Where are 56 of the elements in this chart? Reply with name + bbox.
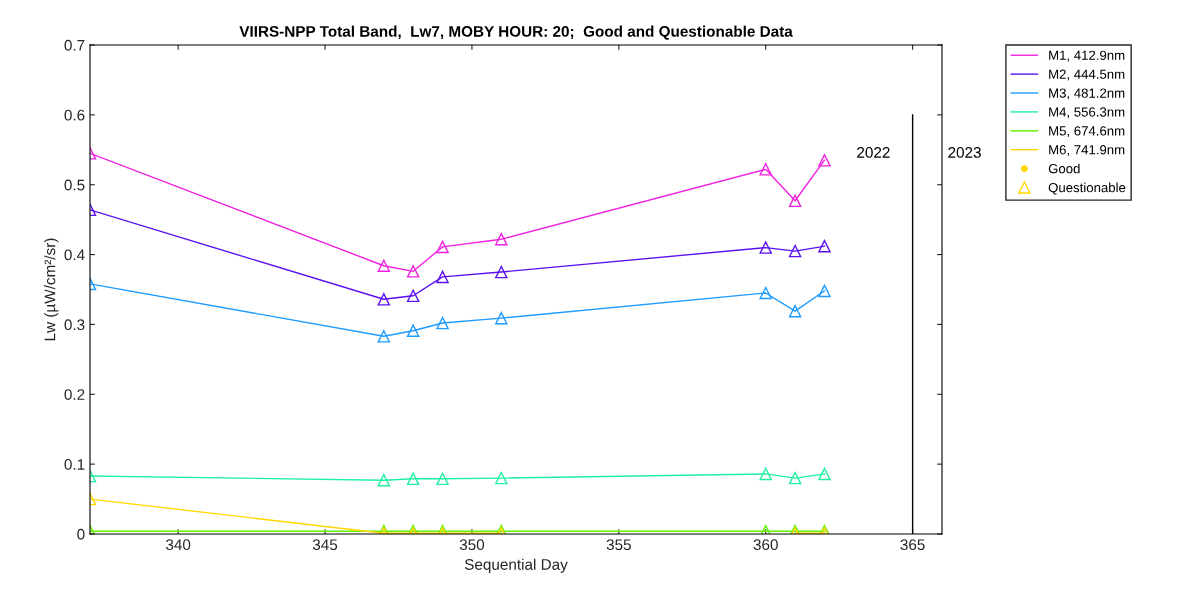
x-tick-label: 360 bbox=[753, 539, 778, 551]
x-axis-title: Sequential Day bbox=[464, 558, 568, 573]
x-tick-label: 355 bbox=[606, 539, 631, 551]
point bbox=[788, 471, 802, 485]
point bbox=[436, 270, 449, 284]
y-tick-label: 0.1 bbox=[64, 459, 85, 470]
legend-label: M1, 412.9nm bbox=[1049, 50, 1125, 62]
y-tick-label: 0 bbox=[77, 528, 85, 540]
point bbox=[495, 265, 508, 279]
x-tick-label: 365 bbox=[900, 539, 925, 551]
x-tick-label: 340 bbox=[165, 539, 191, 551]
x-tick-label: 350 bbox=[459, 539, 485, 551]
y-tick-label: 0.2 bbox=[64, 389, 85, 400]
point bbox=[818, 154, 831, 167]
point bbox=[788, 244, 802, 258]
point bbox=[495, 232, 508, 246]
legend-label: Questionable bbox=[1048, 182, 1126, 195]
legend-label: M4, 556.3nm bbox=[1049, 107, 1125, 119]
point bbox=[406, 324, 420, 337]
y-tick-label: 0.7 bbox=[64, 39, 85, 51]
point bbox=[377, 330, 391, 343]
text: 2023 bbox=[948, 147, 981, 158]
point bbox=[377, 293, 391, 306]
point bbox=[377, 473, 391, 487]
legend-label: M5, 674.6nm bbox=[1049, 126, 1125, 138]
point bbox=[436, 316, 449, 330]
point bbox=[436, 240, 449, 254]
point bbox=[759, 524, 772, 534]
point bbox=[406, 289, 420, 303]
point bbox=[818, 467, 831, 481]
point bbox=[495, 311, 508, 325]
y-tick-label: 0.3 bbox=[64, 319, 85, 331]
point bbox=[759, 286, 772, 300]
point bbox=[818, 284, 831, 298]
y-tick-label: 0.4 bbox=[64, 249, 85, 261]
legend-label: Good bbox=[1048, 163, 1080, 174]
point bbox=[759, 163, 772, 176]
legend-label: M3, 481.2nm bbox=[1049, 88, 1125, 100]
point bbox=[759, 467, 772, 481]
point bbox=[788, 194, 802, 208]
annotation: 2022 bbox=[857, 147, 890, 158]
y-tick-label: 0.5 bbox=[64, 179, 85, 191]
legend-label: M2, 444.5nm bbox=[1049, 69, 1125, 81]
y-tick-label: 0.6 bbox=[64, 109, 85, 121]
y-axis-title: Lw (µW/cm²/sr) bbox=[44, 238, 59, 341]
point bbox=[406, 265, 420, 278]
point bbox=[788, 304, 802, 318]
chart-title: VIIRS-NPP Total Band, Lw7, MOBY HOUR: 20; Good and Questionable Data bbox=[239, 25, 793, 40]
legend-label: M6, 741.9nm bbox=[1049, 145, 1125, 157]
x-tick-label: 345 bbox=[312, 539, 338, 551]
point bbox=[377, 259, 391, 272]
point bbox=[818, 239, 831, 253]
point bbox=[759, 241, 772, 254]
point bbox=[495, 471, 508, 485]
point bbox=[406, 472, 420, 486]
point bbox=[436, 472, 449, 486]
